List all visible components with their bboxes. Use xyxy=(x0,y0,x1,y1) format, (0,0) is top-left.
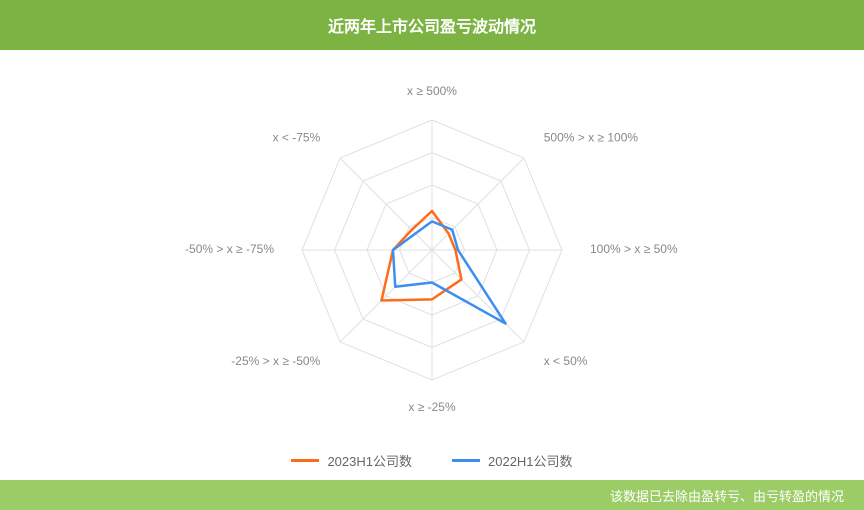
svg-text:x < -75%: x < -75% xyxy=(273,130,321,144)
svg-text:-50% > x ≥ -75%: -50% > x ≥ -75% xyxy=(185,242,274,256)
svg-text:x ≥ 500%: x ≥ 500% xyxy=(407,84,457,98)
svg-text:x ≥ -25%: x ≥ -25% xyxy=(408,400,456,414)
chart-container: 近两年上市公司盈亏波动情况 x ≥ 500% 500% > x ≥ 100% 100… xyxy=(0,0,864,510)
chart-header: 近两年上市公司盈亏波动情况 xyxy=(0,0,864,50)
legend-label-1: 2022H1公司数 xyxy=(488,451,573,470)
radar-chart-svg: x ≥ 500% 500% > x ≥ 100% 100% > x ≥ 50% x <… xyxy=(0,50,864,440)
svg-text:100% > x ≥ 50%: 100% > x ≥ 50% xyxy=(590,242,678,256)
chart-footer: 该数据已去除由盈转亏、由亏转盈的情况 xyxy=(0,480,864,510)
legend-item-1: 2022H1公司数 xyxy=(452,451,573,470)
radar-series xyxy=(381,211,505,324)
chart-title: 近两年上市公司盈亏波动情况 xyxy=(328,13,536,37)
legend-swatch-0 xyxy=(291,459,319,462)
svg-text:x < 50%: x < 50% xyxy=(544,354,588,368)
legend-label-0: 2023H1公司数 xyxy=(327,451,412,470)
svg-text:-25% > x ≥ -50%: -25% > x ≥ -50% xyxy=(231,354,320,368)
legend-swatch-1 xyxy=(452,459,480,462)
svg-text:500% > x ≥ 100%: 500% > x ≥ 100% xyxy=(544,130,639,144)
radar-grid xyxy=(302,120,562,380)
chart-legend: 2023H1公司数 2022H1公司数 xyxy=(0,451,864,470)
chart-area: x ≥ 500% 500% > x ≥ 100% 100% > x ≥ 50% x <… xyxy=(0,50,864,480)
chart-footer-text: 该数据已去除由盈转亏、由亏转盈的情况 xyxy=(610,486,844,505)
legend-item-0: 2023H1公司数 xyxy=(291,451,412,470)
